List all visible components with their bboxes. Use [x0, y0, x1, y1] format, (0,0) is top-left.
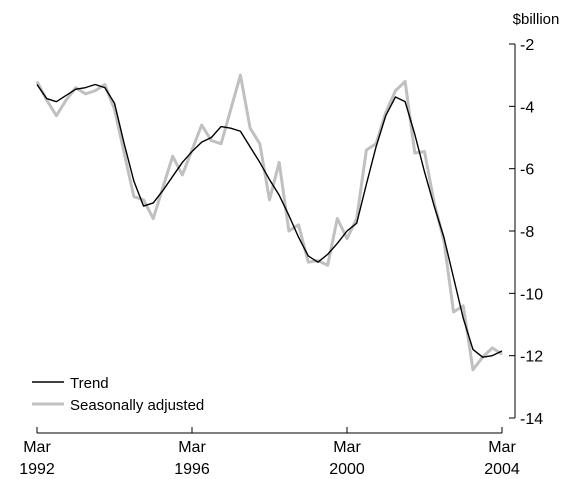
y-tick-label: -8: [520, 224, 534, 241]
x-tick-month-label: Mar: [23, 439, 51, 456]
legend-label-trend: Trend: [70, 375, 109, 392]
y-tick-label: -4: [520, 99, 534, 116]
y-tick-label: -14: [520, 411, 543, 428]
x-tick-month-label: Mar: [488, 439, 516, 456]
x-axis-ticks: Mar 1992 Mar 1996 Mar 2000 Mar 2004: [19, 427, 520, 478]
legend-label-seasonally-adjusted: Seasonally adjusted: [70, 397, 204, 414]
legend: Trend Seasonally adjusted: [32, 375, 204, 414]
x-tick-year-label: 1996: [174, 461, 210, 478]
series-line-seasonally-adjusted: [35, 73, 503, 372]
x-tick-month-label: Mar: [333, 439, 361, 456]
y-tick-label: -2: [520, 37, 534, 54]
y-axis-ticks: -2 -4 -6 -8 -10 -12 -14: [509, 37, 543, 428]
y-tick-label: -12: [520, 349, 543, 366]
y-tick-label: -10: [520, 286, 543, 303]
plot-area: [35, 73, 503, 372]
x-tick-year-label: 2004: [484, 461, 520, 478]
x-tick-year-label: 2000: [329, 461, 365, 478]
x-tick-month-label: Mar: [178, 439, 206, 456]
series-line-trend: [36, 83, 503, 358]
y-tick-label: -6: [520, 162, 534, 179]
x-tick-year-label: 1992: [19, 461, 55, 478]
y-axis-unit-label: $billion: [513, 11, 560, 28]
